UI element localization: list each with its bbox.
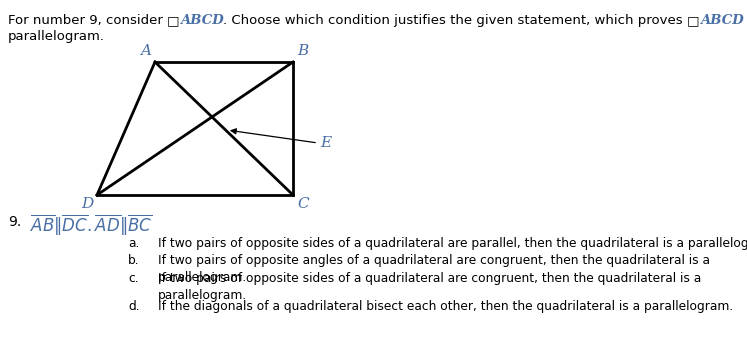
Text: C: C [297, 197, 309, 211]
Text: If two pairs of opposite sides of a quadrilateral are congruent, then the quadri: If two pairs of opposite sides of a quad… [158, 272, 701, 302]
Text: 9.: 9. [8, 215, 21, 229]
Text: is a: is a [743, 14, 747, 27]
Text: □: □ [167, 14, 179, 27]
Text: ABCD: ABCD [179, 14, 223, 27]
Text: parallelogram.: parallelogram. [8, 30, 105, 43]
Text: If two pairs of opposite sides of a quadrilateral are parallel, then the quadril: If two pairs of opposite sides of a quad… [158, 237, 747, 250]
Text: . Choose which condition justifies the given statement, which proves: . Choose which condition justifies the g… [223, 14, 687, 27]
Text: A: A [140, 44, 151, 58]
Text: E: E [320, 136, 331, 150]
Text: If two pairs of opposite angles of a quadrilateral are congruent, then the quadr: If two pairs of opposite angles of a qua… [158, 254, 710, 284]
Text: d.: d. [128, 300, 140, 313]
Text: c.: c. [128, 272, 139, 285]
Text: ABCD: ABCD [700, 14, 743, 27]
Text: If the diagonals of a quadrilateral bisect each other, then the quadrilateral is: If the diagonals of a quadrilateral bise… [158, 300, 734, 313]
Text: $\overline{AB}\|\overline{DC}.\overline{AD}\|\overline{BC}$: $\overline{AB}\|\overline{DC}.\overline{… [30, 213, 152, 238]
Text: b.: b. [128, 254, 140, 267]
Text: a.: a. [128, 237, 140, 250]
Text: D: D [81, 197, 93, 211]
Text: For number 9, consider: For number 9, consider [8, 14, 167, 27]
Text: B: B [297, 44, 309, 58]
Text: □: □ [687, 14, 700, 27]
